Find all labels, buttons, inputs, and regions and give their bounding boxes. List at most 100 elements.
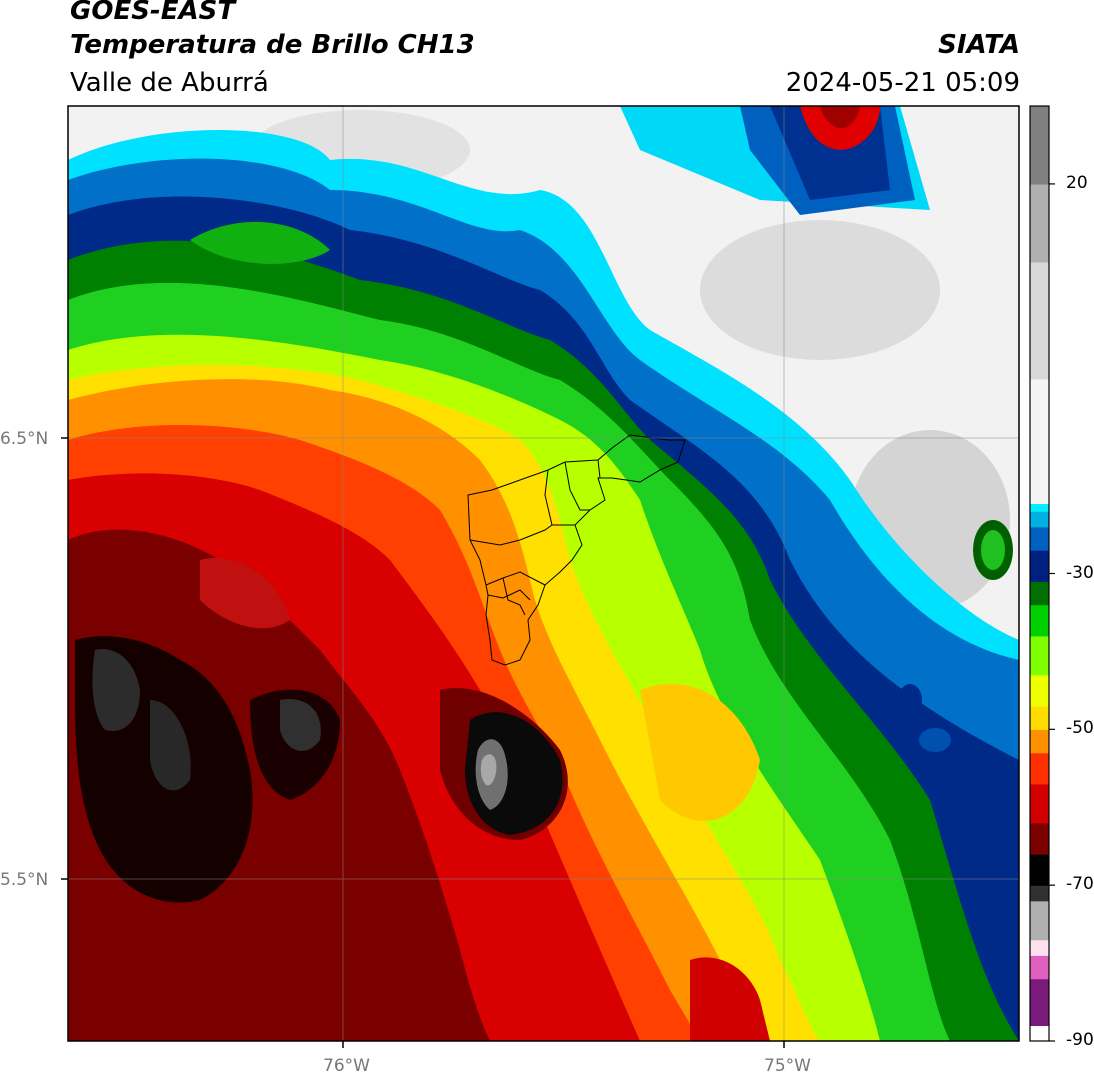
colorbar-band <box>1030 168 1049 177</box>
colorbar-band <box>1030 869 1049 878</box>
colorbar-band <box>1030 550 1049 559</box>
colorbar-band <box>1030 144 1049 154</box>
colorbar-band <box>1030 854 1049 863</box>
colorbar-band <box>1030 604 1049 614</box>
colorbar-band <box>1030 830 1049 840</box>
colorbar-band <box>1030 534 1049 543</box>
colorbar-band <box>1030 721 1049 730</box>
colorbar-band <box>1030 939 1049 949</box>
map-field <box>68 106 1019 1041</box>
colorbar-band <box>1030 729 1049 738</box>
colorbar-band <box>1030 620 1049 629</box>
colorbar-band <box>1030 113 1049 123</box>
colorbar-band <box>1030 394 1049 403</box>
colorbar-band <box>1030 106 1049 115</box>
colorbar-band <box>1030 542 1049 551</box>
colorbar-band <box>1030 783 1049 793</box>
colorbar-band <box>1030 152 1049 162</box>
lon-tick-label: 75°W <box>764 1056 811 1076</box>
colorbar-band <box>1030 799 1049 808</box>
colorbar-tick-label: 20 <box>1066 172 1088 193</box>
colorbar-band <box>1030 947 1049 956</box>
colorbar-band <box>1030 355 1049 364</box>
colorbar-band <box>1030 207 1049 216</box>
colorbar-band <box>1030 433 1049 442</box>
colorbar-band <box>1030 635 1049 645</box>
colorbar-band <box>1030 713 1049 723</box>
colorbar-band <box>1030 331 1049 341</box>
colorbar-band <box>1030 612 1049 621</box>
colorbar-band <box>1030 300 1049 310</box>
colorbar-band <box>1030 339 1049 349</box>
colorbar-band <box>1030 137 1049 146</box>
map-frame <box>67 105 1020 1042</box>
colorbar-band <box>1030 1002 1049 1011</box>
graticule <box>68 106 1019 1041</box>
colorbar-band <box>1030 651 1049 660</box>
colorbar-band <box>1030 970 1049 980</box>
colorbar-band <box>1030 589 1049 598</box>
colorbar-band <box>1030 690 1049 699</box>
colorbar-band <box>1030 931 1049 941</box>
colorbar-band <box>1030 261 1049 271</box>
colorbar-band <box>1030 861 1049 871</box>
colorbar-tick-label: -70 <box>1066 874 1094 895</box>
colorbar-band <box>1030 1017 1049 1027</box>
colorbar-band <box>1030 425 1049 434</box>
colorbar-tick-label: -90 <box>1066 1030 1094 1050</box>
colorbar-band <box>1030 386 1049 395</box>
colorbar-band <box>1030 994 1049 1003</box>
colorbar-band <box>1030 370 1049 380</box>
colorbar-band <box>1030 573 1049 582</box>
colorbar-band <box>1030 269 1049 279</box>
colorbar-band <box>1030 674 1049 684</box>
colorbar-band <box>1030 698 1049 707</box>
colorbar-band <box>1030 378 1049 388</box>
colorbar-band <box>1030 815 1049 824</box>
valle-aburra-boundaries <box>467 434 686 666</box>
colorbar-band <box>1030 254 1049 263</box>
colorbar-band <box>1030 121 1049 130</box>
colorbar-band <box>1030 791 1049 801</box>
colorbar-band <box>1030 183 1049 193</box>
colorbar-band <box>1030 760 1049 769</box>
colorbar-band <box>1030 908 1049 917</box>
colorbar-band <box>1030 409 1049 419</box>
colorbar-band <box>1030 464 1049 473</box>
lat-tick-label: 5.5°N <box>0 870 49 890</box>
colorbar-band <box>1030 480 1049 489</box>
colorbar-band <box>1030 978 1049 988</box>
colorbar-band <box>1030 768 1049 777</box>
colorbar-band <box>1030 191 1049 201</box>
colorbar-band <box>1030 230 1049 240</box>
colorbar-tick-label: -50 <box>1066 718 1094 739</box>
colorbar-band <box>1030 900 1049 910</box>
colorbar-band <box>1030 986 1049 995</box>
colorbar-band <box>1030 285 1049 294</box>
colorbar-band <box>1030 776 1049 785</box>
colorbar-band <box>1030 955 1049 964</box>
colorbar-band <box>1030 565 1049 575</box>
colorbar-band <box>1030 892 1049 902</box>
lat-tick-label: 6.5°N <box>0 429 49 449</box>
colorbar-band <box>1030 916 1049 925</box>
colorbar-band <box>1030 222 1049 232</box>
colorbar-band <box>1030 643 1049 653</box>
colorbar-band <box>1030 503 1049 512</box>
colorbar-band <box>1030 963 1049 972</box>
colorbar-band <box>1030 215 1049 224</box>
colorbar-band <box>1030 308 1049 317</box>
colorbar-band <box>1030 705 1049 715</box>
colorbar-band <box>1030 293 1049 302</box>
colorbar-band <box>1030 1025 1049 1034</box>
colorbar-band <box>1030 199 1049 208</box>
colorbar-band <box>1030 402 1049 411</box>
colorbar-band <box>1030 737 1049 746</box>
colorbar-band <box>1030 667 1049 676</box>
colorbar-band <box>1030 417 1049 427</box>
colorbar-band <box>1030 557 1049 567</box>
colorbar-band <box>1030 877 1049 886</box>
colorbar-band <box>1030 807 1049 816</box>
colorbar-band <box>1030 176 1049 185</box>
